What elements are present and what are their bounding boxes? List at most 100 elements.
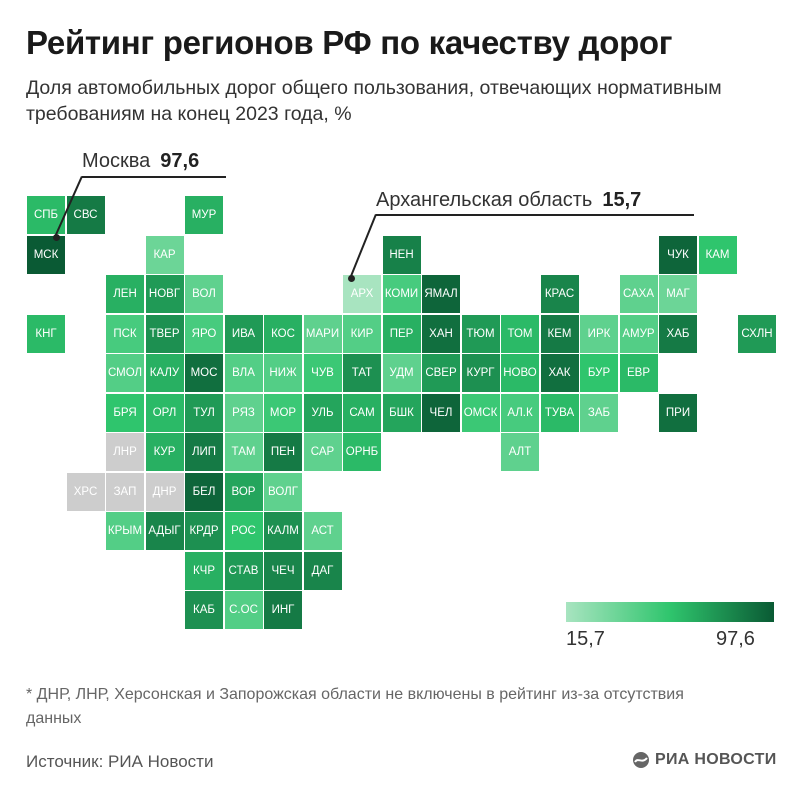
region-tile: ЗАБ (580, 393, 618, 432)
region-tile: ЛНР (106, 433, 144, 471)
callout-arkhangelsk-underline (376, 214, 694, 216)
region-tile: БЕЛ (185, 472, 223, 511)
source-text: Источник: РИА Новости (26, 752, 214, 771)
ria-logo-icon (633, 752, 649, 768)
region-tile: УДМ (382, 354, 421, 392)
region-tile: ЛЕН (106, 275, 144, 313)
region-tile: ТВЕР (145, 314, 184, 353)
region-tile: НОВГ (145, 275, 184, 313)
callout-arkhangelsk-dot (348, 275, 355, 282)
brand-text: РИА НОВОСТИ (655, 751, 777, 768)
region-tile: УЛЬ (303, 393, 342, 432)
page-subtitle: Доля автомобильных дорог общего пользова… (26, 77, 722, 125)
region-tile: ЧУВ (303, 354, 342, 392)
region-tile: ЯМАЛ (422, 275, 460, 313)
region-tile: САМ (343, 393, 381, 432)
region-tile: АЛ.К (501, 393, 539, 432)
region-tile: ХРС (66, 472, 105, 511)
region-tile: ЧУК (659, 235, 697, 274)
region-tile: МОС (185, 354, 223, 392)
region-tile: ЯРО (185, 314, 223, 353)
region-tile: КЧР (185, 551, 223, 590)
region-tile: С.ОС (224, 591, 263, 629)
region-tile: ОРЛ (145, 393, 184, 432)
region-tile: МАГ (659, 275, 697, 313)
callout-moscow-label: Москва (82, 150, 151, 172)
region-tile: РОС (224, 512, 263, 550)
region-tile: ТАТ (343, 354, 381, 392)
region-tile: МОР (264, 393, 302, 432)
region-tile: ЕВР (619, 354, 658, 392)
callout-arkhangelsk-label: Архангельская область (376, 189, 593, 211)
region-tile: СХЛН (738, 314, 776, 353)
region-tile: ПСК (106, 314, 144, 353)
region-tile: ОРНБ (343, 433, 381, 471)
region-tile: КАР (145, 235, 184, 274)
callout-moscow-underline (82, 176, 226, 178)
region-tile: СТАВ (224, 551, 263, 590)
region-tile: КУРГ (461, 354, 500, 392)
region-tile: БУР (580, 354, 618, 392)
region-tile: ПРИ (659, 393, 697, 432)
region-tile: КЕМ (540, 314, 579, 353)
region-tile: БРЯ (106, 393, 144, 432)
region-tile: КАМ (698, 235, 737, 274)
region-tile: ДАГ (303, 551, 342, 590)
region-tile: ВЛА (224, 354, 263, 392)
region-tile: ВОЛГ (264, 472, 302, 511)
region-tile: СМОЛ (106, 354, 144, 392)
region-tile: ВОЛ (185, 275, 223, 313)
region-tile: АДЫГ (145, 512, 184, 550)
region-tile: ЛИП (185, 433, 223, 471)
region-tile: МСК (27, 235, 65, 274)
region-tile: НЕН (382, 235, 421, 274)
callout-arkhangelsk-value: 15,7 (602, 189, 642, 211)
region-tile: ТЮМ (461, 314, 500, 353)
region-tile: ОМСК (461, 393, 500, 432)
callout-moscow: Москва 97,6 (82, 150, 199, 173)
region-tile: ХАК (540, 354, 579, 392)
region-tile: БШК (382, 393, 421, 432)
legend-min-label: 15,7 (566, 628, 605, 650)
region-tile: САХА (619, 275, 658, 313)
region-tile: СВС (66, 196, 105, 234)
region-tile: АСТ (303, 512, 342, 550)
region-tile: ХАБ (659, 314, 697, 353)
legend-gradient-bar (566, 602, 774, 622)
region-tile: ЗАП (106, 472, 144, 511)
region-tile: АЛТ (501, 433, 539, 471)
region-tile: НОВО (501, 354, 539, 392)
footnote: * ДНР, ЛНР, Херсонская и Запорожская обл… (26, 686, 684, 727)
region-tile: КОМИ (382, 275, 421, 313)
region-tile: ПЕН (264, 433, 302, 471)
region-tile: САР (303, 433, 342, 471)
region-tile: ВОР (224, 472, 263, 511)
region-tile: АМУР (619, 314, 658, 353)
region-tile: ИНГ (264, 591, 302, 629)
region-tile: ДНР (145, 472, 184, 511)
region-tile: КИР (343, 314, 381, 353)
region-tile: ТУВА (540, 393, 579, 432)
callout-arkhangelsk: Архангельская область 15,7 (376, 189, 641, 212)
region-tile: КРАС (540, 275, 579, 313)
callout-moscow-value: 97,6 (160, 150, 200, 172)
region-tile: КАБ (185, 591, 223, 629)
region-tile: КАЛМ (264, 512, 302, 550)
brand-logo: РИА НОВОСТИ (632, 751, 777, 769)
region-tile: ПЕР (382, 314, 421, 353)
region-tile: КОС (264, 314, 302, 353)
region-tile: МУР (185, 196, 223, 234)
region-tile: ИРК (580, 314, 618, 353)
region-tile: ТОМ (501, 314, 539, 353)
region-tile: СВЕР (422, 354, 460, 392)
region-tile: ЧЕЛ (422, 393, 460, 432)
region-tile: РЯЗ (224, 393, 263, 432)
region-tile: КУР (145, 433, 184, 471)
region-tile: ЧЕЧ (264, 551, 302, 590)
page-title: Рейтинг регионов РФ по качеству дорог (26, 24, 673, 61)
region-tile: КНГ (27, 314, 65, 353)
region-tile: ТУЛ (185, 393, 223, 432)
region-tile: ХАН (422, 314, 460, 353)
